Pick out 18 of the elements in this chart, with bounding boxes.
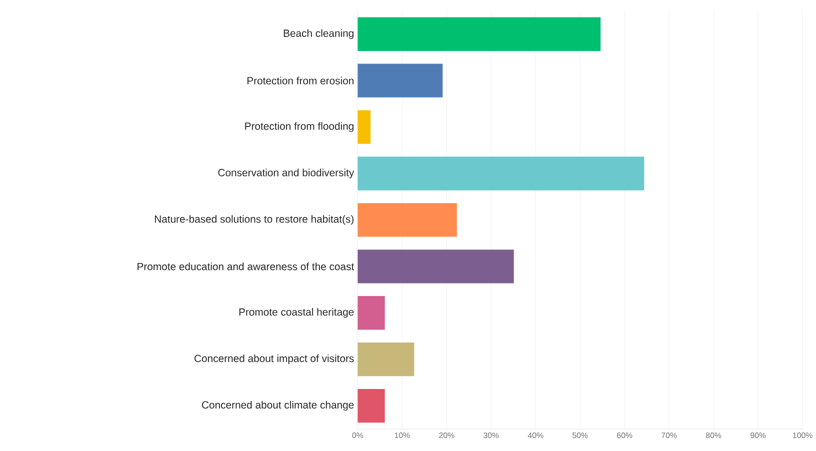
y-tick-label: Nature-based solutions to restore habitat(s) bbox=[154, 215, 354, 225]
bar bbox=[358, 17, 601, 52]
bar bbox=[358, 156, 644, 190]
bar bbox=[358, 203, 457, 237]
y-tick-label: Conservation and biodiversity bbox=[218, 168, 354, 178]
y-tick-label: Concerned about impact of visitors bbox=[194, 354, 354, 364]
bar bbox=[358, 296, 385, 330]
y-tick-label: Protection from flooding bbox=[245, 122, 354, 132]
bar bbox=[358, 389, 385, 423]
y-tick-label: Promote coastal heritage bbox=[239, 308, 354, 318]
y-tick-label: Beach cleaning bbox=[284, 29, 354, 40]
bar bbox=[358, 110, 371, 144]
bar bbox=[358, 342, 414, 376]
y-tick-label: Concerned about climate change bbox=[202, 401, 354, 411]
y-tick-label: Protection from erosion bbox=[247, 76, 354, 85]
bar bbox=[358, 250, 514, 284]
y-tick-label: Promote education and awareness of the coast bbox=[138, 262, 354, 270]
bar bbox=[358, 64, 443, 98]
